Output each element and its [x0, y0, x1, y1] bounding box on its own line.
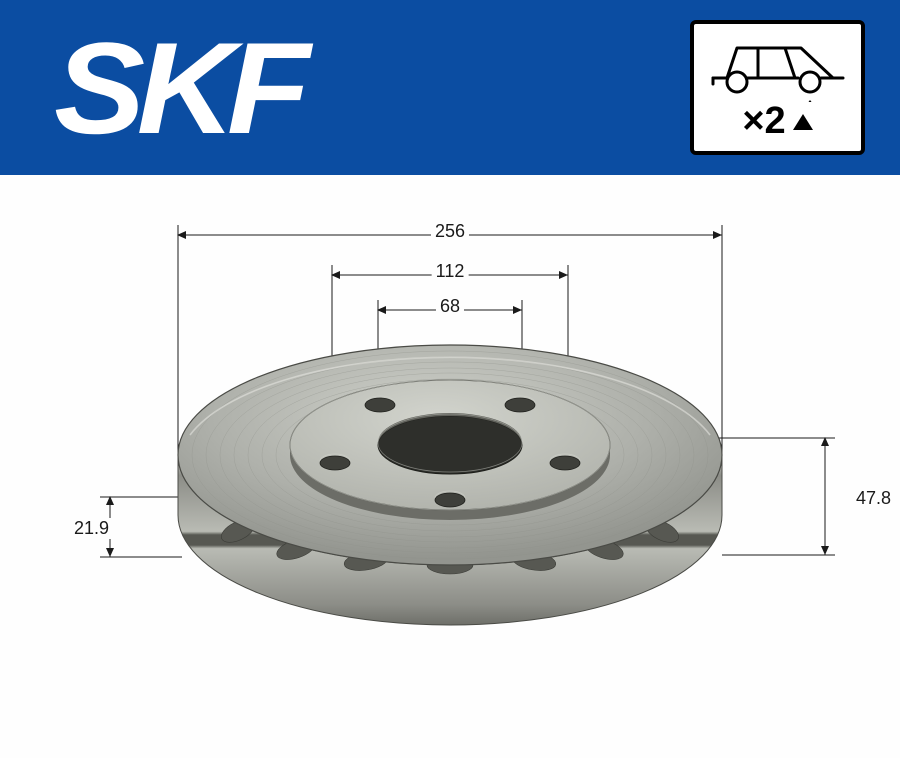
- dim-hub-bore: 68: [436, 296, 464, 317]
- brand-header: SKF ×2: [0, 0, 900, 175]
- dim-outer-diameter: 256: [431, 221, 469, 242]
- dim-thickness: 21.9: [70, 518, 113, 539]
- car-rear-icon: [703, 32, 853, 102]
- dim-overall-height: 47.8: [852, 488, 895, 509]
- triangle-icon: [793, 114, 813, 130]
- badge-quantity: ×2: [742, 100, 812, 143]
- quantity-badge: ×2: [690, 20, 865, 155]
- brake-disc-icon: [170, 325, 730, 705]
- dim-bolt-circle: 112: [432, 261, 469, 282]
- brand-logo: SKF: [54, 13, 302, 163]
- badge-quantity-text: ×2: [742, 100, 785, 143]
- brake-disc-diagram: 256 112 68 47.8 21.9: [0, 175, 900, 758]
